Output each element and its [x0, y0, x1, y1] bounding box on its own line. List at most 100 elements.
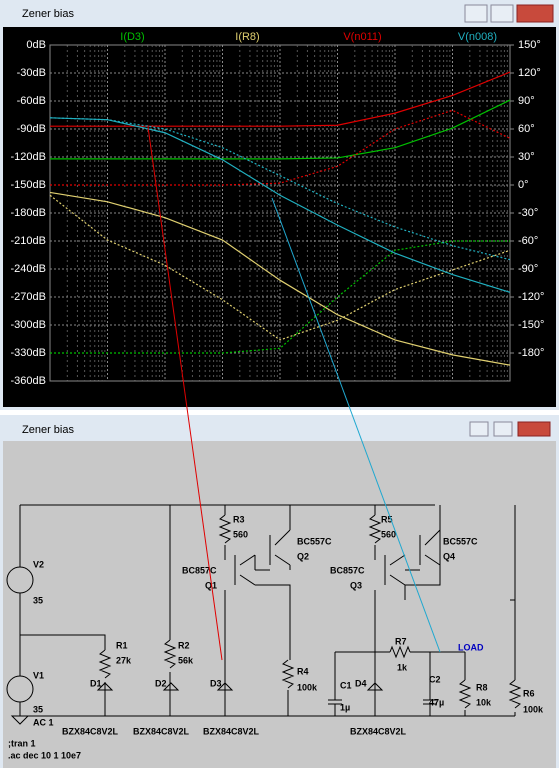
x-tick-label: 100MHz [490, 389, 531, 401]
x-tick-label: 100Hz [149, 389, 181, 401]
x-tick-label: 10KHz [263, 389, 296, 401]
label: D4 [355, 678, 367, 688]
x-tick-label: 100KHz [318, 389, 357, 401]
y-tick-label: -240dB [11, 263, 46, 275]
y2-tick-label: 90° [518, 95, 535, 107]
y-tick-label: -360dB [11, 375, 46, 387]
directive: .ac dec 10 1 10e7 [8, 750, 81, 760]
label: D2 [155, 678, 167, 688]
label: V2 [33, 559, 44, 569]
label: 35 [33, 704, 43, 714]
net-label: LOAD [458, 642, 484, 652]
maximize[interactable] [490, 4, 514, 23]
label: BC857C [182, 565, 217, 575]
label: D3 [210, 678, 222, 688]
schematic: V2 35 V1 35 AC 1 R1 27k D1 R2 56k D2 D3 … [6, 504, 544, 760]
label: AC 1 [33, 717, 54, 727]
label: V1 [33, 670, 44, 680]
y-tick-label: -330dB [11, 347, 46, 359]
label: 35 [33, 595, 43, 605]
y2-tick-label: 120° [518, 67, 541, 79]
phase-line [50, 240, 510, 354]
y-tick-label: -270dB [11, 291, 46, 303]
label: Q3 [350, 580, 362, 590]
y2-tick-label: 60° [518, 123, 535, 135]
label: R4 [297, 666, 309, 676]
label: 560 [233, 529, 248, 539]
label: Q2 [297, 551, 309, 561]
x-tick-label: 10Hz [95, 389, 121, 401]
minimize[interactable] [469, 421, 489, 437]
x-tick-label: 1KHz [209, 389, 236, 401]
legend-entry: V(n011) [343, 31, 381, 43]
y-tick-label: -120dB [11, 151, 46, 163]
y2-tick-label: -180° [518, 347, 544, 359]
y2-tick-label: -30° [518, 207, 538, 219]
label: 47µ [429, 697, 444, 707]
y-tick-label: -150dB [11, 179, 46, 191]
label: 100k [297, 682, 318, 692]
y-tick-label: -210dB [11, 235, 46, 247]
y-tick-label: -60dB [17, 95, 46, 107]
label: C1 [340, 680, 352, 690]
magnitude-line [49, 117, 511, 293]
label: R5 [381, 514, 393, 524]
probe-line [147, 126, 223, 661]
magnitude-line [50, 71, 511, 127]
y-tick-label: -30dB [17, 67, 46, 79]
y2-tick-label: 150° [518, 39, 541, 51]
label: C2 [429, 674, 441, 684]
label: R7 [395, 636, 407, 646]
label: 100k [523, 704, 544, 714]
label: 560 [381, 529, 396, 539]
label: Q4 [443, 551, 455, 561]
y2-tick-label: -90° [518, 263, 538, 275]
label: BC557C [443, 536, 478, 546]
label: 10k [476, 697, 492, 707]
y2-tick-label: 0° [518, 179, 529, 191]
label: D1 [90, 678, 102, 688]
window-title: Zener bias [22, 424, 74, 436]
schematic-canvas [3, 441, 556, 768]
magnitude-line [50, 99, 511, 160]
y-tick-label: -180dB [11, 207, 46, 219]
label: R6 [523, 688, 535, 698]
y-tick-label: 0dB [26, 39, 46, 51]
y2-tick-label: -60° [518, 235, 538, 247]
x-tick-label: 10MHz [435, 389, 470, 401]
label: R3 [233, 514, 245, 524]
label: BZX84C8V2L [133, 726, 190, 736]
wires [19, 504, 516, 717]
label: 27k [116, 655, 132, 665]
probe-line [271, 197, 441, 653]
phase-line [49, 117, 511, 261]
minimize[interactable] [464, 4, 488, 23]
maximize[interactable] [493, 421, 513, 437]
label: 56k [178, 655, 194, 665]
label: R1 [116, 640, 128, 650]
label: 1k [397, 662, 408, 672]
label: R8 [476, 682, 488, 692]
y2-tick-label: -150° [518, 319, 544, 331]
label: R2 [178, 640, 190, 650]
label: BZX84C8V2L [62, 726, 119, 736]
label: 1µ [340, 702, 350, 712]
close[interactable] [516, 4, 554, 23]
phase-line [49, 194, 511, 341]
y-tick-label: -90dB [17, 123, 46, 135]
label: BC557C [297, 536, 332, 546]
label: BZX84C8V2L [350, 726, 407, 736]
close[interactable] [517, 421, 551, 437]
legend-entry: I(D3) [120, 31, 144, 43]
label: BZX84C8V2L [203, 726, 260, 736]
legend-entry: I(R8) [235, 31, 259, 43]
components [6, 514, 522, 725]
window-title: Zener bias [22, 8, 74, 20]
y2-tick-label: 30° [518, 151, 535, 163]
y-tick-label: -300dB [11, 319, 46, 331]
y2-tick-label: -120° [518, 291, 544, 303]
label: BC857C [330, 565, 365, 575]
x-tick-label: 1Hz [40, 389, 60, 401]
x-tick-label: 1MHz [381, 389, 410, 401]
